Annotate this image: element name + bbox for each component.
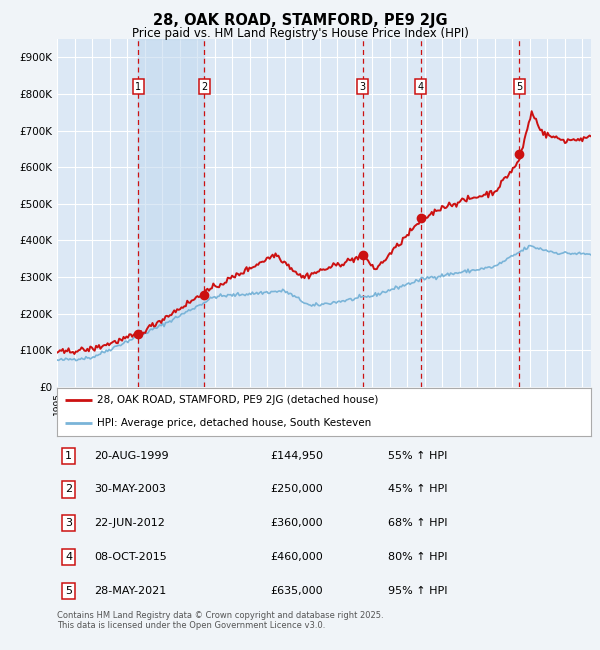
Text: 2: 2 — [201, 82, 208, 92]
Text: 3: 3 — [360, 82, 366, 92]
Text: Contains HM Land Registry data © Crown copyright and database right 2025.
This d: Contains HM Land Registry data © Crown c… — [57, 611, 383, 630]
Text: £635,000: £635,000 — [271, 586, 323, 596]
Text: £144,950: £144,950 — [271, 450, 323, 461]
Text: Price paid vs. HM Land Registry's House Price Index (HPI): Price paid vs. HM Land Registry's House … — [131, 27, 469, 40]
Text: 30-MAY-2003: 30-MAY-2003 — [94, 484, 166, 495]
Text: 08-OCT-2015: 08-OCT-2015 — [94, 552, 167, 562]
Text: HPI: Average price, detached house, South Kesteven: HPI: Average price, detached house, Sout… — [97, 418, 371, 428]
Text: £250,000: £250,000 — [271, 484, 323, 495]
Text: £460,000: £460,000 — [271, 552, 323, 562]
Text: 45% ↑ HPI: 45% ↑ HPI — [388, 484, 448, 495]
Text: 4: 4 — [65, 552, 73, 562]
Bar — [138, 39, 204, 387]
Text: 5: 5 — [65, 586, 72, 596]
Text: 20-AUG-1999: 20-AUG-1999 — [94, 450, 169, 461]
Text: 1: 1 — [65, 450, 72, 461]
Text: 55% ↑ HPI: 55% ↑ HPI — [388, 450, 448, 461]
Text: 2: 2 — [65, 484, 73, 495]
Text: 28, OAK ROAD, STAMFORD, PE9 2JG: 28, OAK ROAD, STAMFORD, PE9 2JG — [152, 13, 448, 28]
Text: 28-MAY-2021: 28-MAY-2021 — [94, 586, 167, 596]
Text: 22-JUN-2012: 22-JUN-2012 — [94, 518, 165, 528]
Text: 80% ↑ HPI: 80% ↑ HPI — [388, 552, 448, 562]
Text: 3: 3 — [65, 518, 72, 528]
Text: 68% ↑ HPI: 68% ↑ HPI — [388, 518, 448, 528]
Text: 5: 5 — [516, 82, 523, 92]
Text: 1: 1 — [135, 82, 141, 92]
Text: 95% ↑ HPI: 95% ↑ HPI — [388, 586, 448, 596]
Text: £360,000: £360,000 — [271, 518, 323, 528]
Text: 28, OAK ROAD, STAMFORD, PE9 2JG (detached house): 28, OAK ROAD, STAMFORD, PE9 2JG (detache… — [97, 395, 379, 406]
Text: 4: 4 — [418, 82, 424, 92]
